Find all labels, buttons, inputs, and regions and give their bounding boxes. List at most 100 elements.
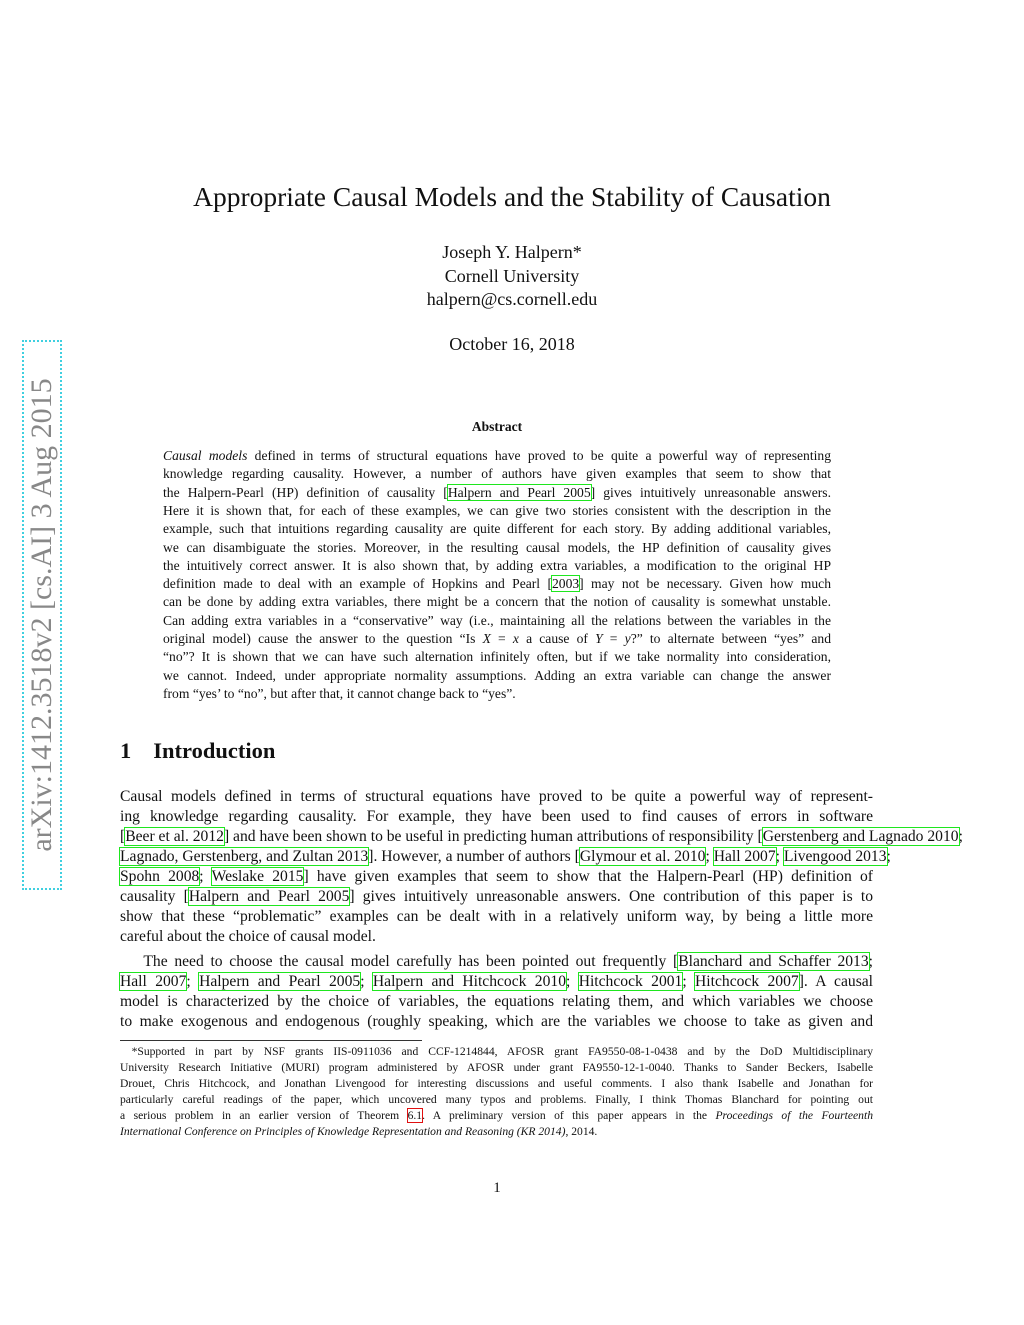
text-run: from “yes’ to “no”, but after that, it c… — [163, 685, 516, 701]
text-line: can be done by adding extra variables, t… — [163, 593, 831, 611]
text-line: causality [Halpern and Pearl 2005] gives… — [120, 887, 873, 907]
text-line: example, such that intuitions regarding … — [163, 520, 831, 538]
text-line: the Halpern-Pearl (HP) definition of cau… — [163, 483, 831, 502]
author-email: halpern@cs.cornell.edu — [426, 289, 598, 309]
text-line: [Beer et al. 2012] and have been shown t… — [120, 827, 963, 847]
italic-text: Causal models — [163, 448, 248, 463]
text-run: to make exogenous and endogenous (roughl… — [120, 1013, 873, 1030]
text-run: Can adding extra variables in a “conserv… — [163, 612, 831, 628]
text-line: Drouet, Chris Hitchcock, and Jonathan Li… — [120, 1076, 873, 1092]
author-name: Joseph Y. Halpern* — [442, 242, 582, 262]
text-line: we cannot. Indeed, under appropriate nor… — [163, 667, 831, 685]
text-line: model is characterized by the choice of … — [120, 992, 873, 1012]
text-run: ]. However, a number of authors [ — [368, 848, 580, 865]
italic-text: y — [624, 631, 631, 646]
citation-link[interactable]: Hall 2007 — [712, 847, 777, 866]
citation-link[interactable]: Blanchard and Schaffer 2013 — [677, 952, 870, 971]
text-run: definition made to deal with an example … — [163, 576, 552, 592]
text-line: we can disambiguate the stories. Moreove… — [163, 539, 831, 557]
text-line: a serious problem in an earlier version … — [120, 1108, 873, 1124]
text-run: particularly careful readings of the pap… — [120, 1093, 873, 1106]
text-run: a cause of — [518, 631, 596, 646]
text-run: ; — [566, 973, 579, 990]
paper-date: October 16, 2018 — [449, 334, 575, 354]
citation-link[interactable]: Halpern and Hitchcock 2010 — [371, 972, 568, 991]
text-run: “no”? It is shown that we can have such … — [163, 649, 831, 665]
citation-link[interactable]: Hitchcock 2001 — [577, 972, 684, 991]
text-run: The need to choose the causal model care… — [120, 953, 679, 970]
citation-link[interactable]: Spohn 2008 — [118, 867, 201, 886]
text-run: = — [602, 631, 625, 646]
text-run: ] gives intuitively unreasonable answers… — [590, 484, 831, 500]
italic-text: Proceedings of the Fourteenth — [715, 1109, 873, 1122]
citation-link[interactable]: Glymour et al. 2010 — [578, 847, 707, 866]
text-run: ; — [360, 973, 373, 990]
italic-text: Y — [595, 631, 603, 646]
text-run: ; — [886, 848, 891, 865]
citation-link[interactable]: Hitchcock 2007 — [694, 972, 800, 991]
text-line: Here it is shown that, for each of these… — [163, 502, 831, 520]
italic-text: X — [482, 631, 491, 646]
text-line: Spohn 2008; Weslake 2015] have given exa… — [118, 867, 873, 887]
citation-link[interactable]: Weslake 2015 — [210, 867, 305, 886]
arxiv-identifier: arXiv:1412.3518v2 [cs.AI] 3 Aug 2015 — [25, 378, 58, 852]
citation-link[interactable]: 2003 — [550, 575, 581, 593]
text-line: *Supported in part by NSF grants IIS-091… — [120, 1044, 873, 1060]
page-number: 1 — [493, 1180, 501, 1196]
text-run: ; — [682, 973, 696, 990]
text-line: The need to choose the causal model care… — [120, 952, 873, 972]
text-run: ?” to alternate between “yes” and — [630, 631, 831, 646]
text-run: ]. A causal — [798, 973, 874, 990]
citation-link[interactable]: Lagnado, Gerstenberg, and Zultan 2013 — [118, 847, 370, 866]
text-line: Lagnado, Gerstenberg, and Zultan 2013]. … — [118, 847, 891, 867]
abstract-heading: Abstract — [471, 419, 523, 434]
text-line: original model) cause the answer to the … — [163, 630, 831, 648]
text-line: show that these “problematic” examples c… — [120, 907, 873, 927]
text-run: a serious problem in an earlier version … — [120, 1109, 408, 1122]
text-line: “no”? It is shown that we can have such … — [163, 648, 831, 666]
text-run: ] have given examples that seem to show … — [303, 868, 873, 885]
section-heading: 1 Introduction — [120, 738, 275, 764]
citation-link[interactable]: Halpern and Pearl 2005 — [446, 483, 592, 501]
citation-link[interactable]: Livengood 2013 — [782, 847, 888, 866]
text-run: ; — [705, 848, 714, 865]
citation-link[interactable]: Hall 2007 — [118, 972, 188, 991]
text-run: example, such that intuitions regarding … — [163, 521, 831, 537]
text-run: . A preliminary version of this paper ap… — [422, 1109, 716, 1122]
citation-link[interactable]: Gerstenberg and Lagnado 2010 — [761, 827, 960, 846]
italic-text: International Conference on Principles o… — [120, 1125, 566, 1138]
text-run: careful about the choice of causal model… — [120, 928, 376, 945]
text-line: definition made to deal with an example … — [163, 575, 831, 593]
section-number: 1 — [120, 738, 132, 763]
citation-link[interactable]: Halpern and Pearl 2005 — [187, 887, 351, 906]
text-line: ing knowledge regarding causality. For e… — [120, 807, 873, 827]
theorem-ref-link[interactable]: 6.1 — [406, 1108, 424, 1123]
citation-link[interactable]: Halpern and Pearl 2005 — [198, 972, 362, 991]
text-run: ; — [186, 973, 200, 990]
text-line: Can adding extra variables in a “conserv… — [163, 612, 831, 630]
text-line: Causal models defined in terms of struct… — [163, 447, 831, 465]
text-run: ; — [958, 828, 963, 845]
footnote-rule — [120, 1040, 422, 1041]
text-run: knowledge regarding causality. However, … — [163, 466, 831, 482]
text-run: defined in terms of structural equations… — [247, 448, 831, 463]
arxiv-stamp: arXiv:1412.3518v2 [cs.AI] 3 Aug 2015 — [22, 340, 62, 890]
text-run: University Research Initiative (MURI) pr… — [120, 1061, 873, 1074]
text-run: the intuitively correct answer. It is al… — [163, 557, 831, 573]
author-affiliation: Cornell University — [444, 266, 580, 286]
text-line: knowledge regarding causality. However, … — [163, 465, 831, 483]
italic-text: x — [512, 631, 519, 646]
paper-title: Appropriate Causal Models and the Stabil… — [193, 181, 831, 212]
text-run: ; — [775, 848, 784, 865]
citation-link[interactable]: Beer et al. 2012 — [124, 827, 225, 846]
text-run: , 2014. — [565, 1125, 598, 1138]
text-run: original model) cause the answer to the … — [163, 631, 483, 646]
text-line: Causal models defined in terms of struct… — [120, 787, 873, 807]
text-run: Here it is shown that, for each of these… — [163, 502, 831, 518]
text-run: causality [ — [120, 888, 189, 905]
text-run: ] gives intuitively unreasonable answers… — [349, 888, 873, 905]
text-run: model is characterized by the choice of … — [120, 993, 873, 1010]
text-run: ; — [199, 868, 212, 885]
text-run: the Halpern-Pearl (HP) definition of cau… — [163, 484, 448, 500]
text-line: particularly careful readings of the pap… — [120, 1092, 873, 1108]
